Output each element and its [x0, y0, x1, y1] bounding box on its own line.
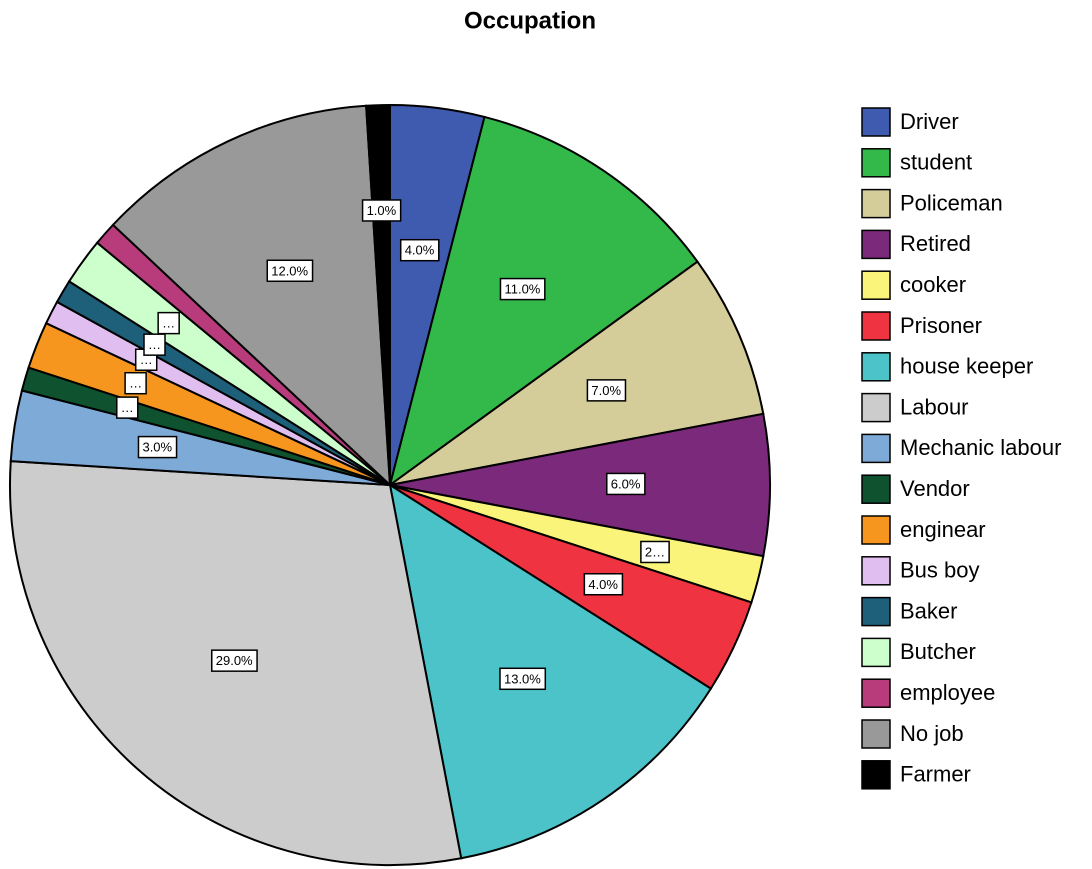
legend-swatch: [861, 433, 891, 464]
label-box: [116, 396, 139, 419]
label-box: [499, 277, 546, 301]
legend-label: Bus boy: [900, 558, 980, 583]
data-label: 7.0%: [586, 379, 627, 402]
legend-swatch: [861, 188, 891, 219]
legend-label: student: [900, 150, 972, 175]
legend-label: employee: [900, 680, 995, 705]
legend-swatch: [861, 352, 891, 382]
label-box: [137, 435, 178, 459]
legend-swatch: [861, 760, 891, 790]
data-label-text: 3.0%: [142, 440, 172, 455]
data-label-text: 4.0%: [588, 577, 618, 592]
pie: [9, 103, 771, 866]
legend-label: Labour: [900, 394, 969, 419]
data-label: 4.0%: [583, 573, 624, 596]
data-label-text: 2…: [645, 544, 665, 559]
pie-slice: [389, 412, 771, 558]
pie-slice: [388, 115, 699, 488]
data-label-text: 29.0%: [216, 653, 253, 668]
data-label-text: …: [121, 400, 134, 415]
legend-label: Driver: [900, 109, 959, 134]
data-label-text: …: [140, 352, 153, 367]
data-label: 13.0%: [499, 667, 547, 691]
data-label-text: 13.0%: [504, 671, 541, 686]
data-label: …: [143, 333, 166, 356]
legend-swatch: [861, 392, 891, 423]
legend-swatch: [861, 678, 891, 708]
data-label-text: 1.0%: [367, 203, 397, 218]
data-label: 3.0%: [137, 435, 178, 459]
label-box: [361, 199, 402, 222]
label-box: [124, 371, 147, 395]
legend-label: Policeman: [900, 190, 1003, 215]
label-box: [266, 259, 314, 283]
legend-swatch: [861, 515, 891, 545]
data-label-text: 12.0%: [271, 263, 308, 278]
legend-swatch: [861, 107, 891, 137]
legend-label: Butcher: [900, 639, 976, 664]
data-label-text: 4.0%: [405, 243, 435, 258]
data-label-text: 7.0%: [591, 383, 621, 398]
legend-label: Vendor: [900, 476, 970, 501]
data-label: 12.0%: [266, 259, 314, 283]
data-label: …: [116, 396, 139, 419]
data-label-text: 11.0%: [504, 282, 540, 297]
legend-label: Mechanic labour: [900, 435, 1061, 460]
legend: Driver student Policeman Retired cooker Priso…: [861, 107, 1061, 790]
pie-slice: [389, 260, 765, 486]
label-box: [606, 472, 646, 496]
legend-swatch: [861, 637, 891, 668]
data-label: 1.0%: [361, 199, 402, 222]
data-label: 6.0%: [606, 472, 646, 496]
data-label-text: 6.0%: [611, 476, 641, 491]
data-label-text: …: [148, 337, 161, 352]
label-box: [583, 573, 624, 596]
legend-label: No job: [900, 721, 964, 746]
label-box: [640, 540, 670, 564]
label-box: [586, 379, 627, 402]
data-label: …: [124, 371, 147, 395]
legend-label: cooker: [900, 272, 966, 297]
legend-swatch: [861, 148, 891, 178]
legend-swatch: [861, 596, 891, 627]
chart-title: Occupation: [464, 7, 596, 34]
legend-label: house keeper: [900, 354, 1033, 379]
legend-label: Retired: [900, 231, 971, 256]
data-label-text: …: [162, 316, 175, 331]
pie-slice: [111, 104, 392, 488]
label-box: [211, 649, 258, 672]
legend-swatch: [861, 270, 891, 300]
label-box: [399, 238, 440, 262]
legend-swatch: [861, 474, 891, 504]
legend-swatch: [861, 719, 891, 749]
data-label-text: …: [129, 376, 142, 391]
data-label: 4.0%: [399, 238, 440, 262]
legend-label: enginear: [900, 517, 986, 542]
pie-slice: [388, 482, 713, 860]
data-labels: 4.0%11.0%7.0%6.0%2…4.0%13.0%29.0%3.0%…………: [116, 199, 670, 691]
data-label: 2…: [640, 540, 670, 564]
legend-swatch: [861, 556, 891, 586]
legend-swatch: [861, 311, 891, 341]
legend-swatch: [861, 229, 891, 260]
label-box: [157, 311, 180, 335]
legend-label: Farmer: [900, 762, 971, 787]
data-label: …: [157, 311, 180, 335]
data-label: 11.0%: [499, 277, 546, 301]
legend-label: Baker: [900, 598, 957, 623]
legend-label: Prisoner: [900, 313, 982, 338]
label-box: [143, 333, 166, 356]
label-box: [499, 667, 547, 691]
data-label: 29.0%: [211, 649, 258, 672]
